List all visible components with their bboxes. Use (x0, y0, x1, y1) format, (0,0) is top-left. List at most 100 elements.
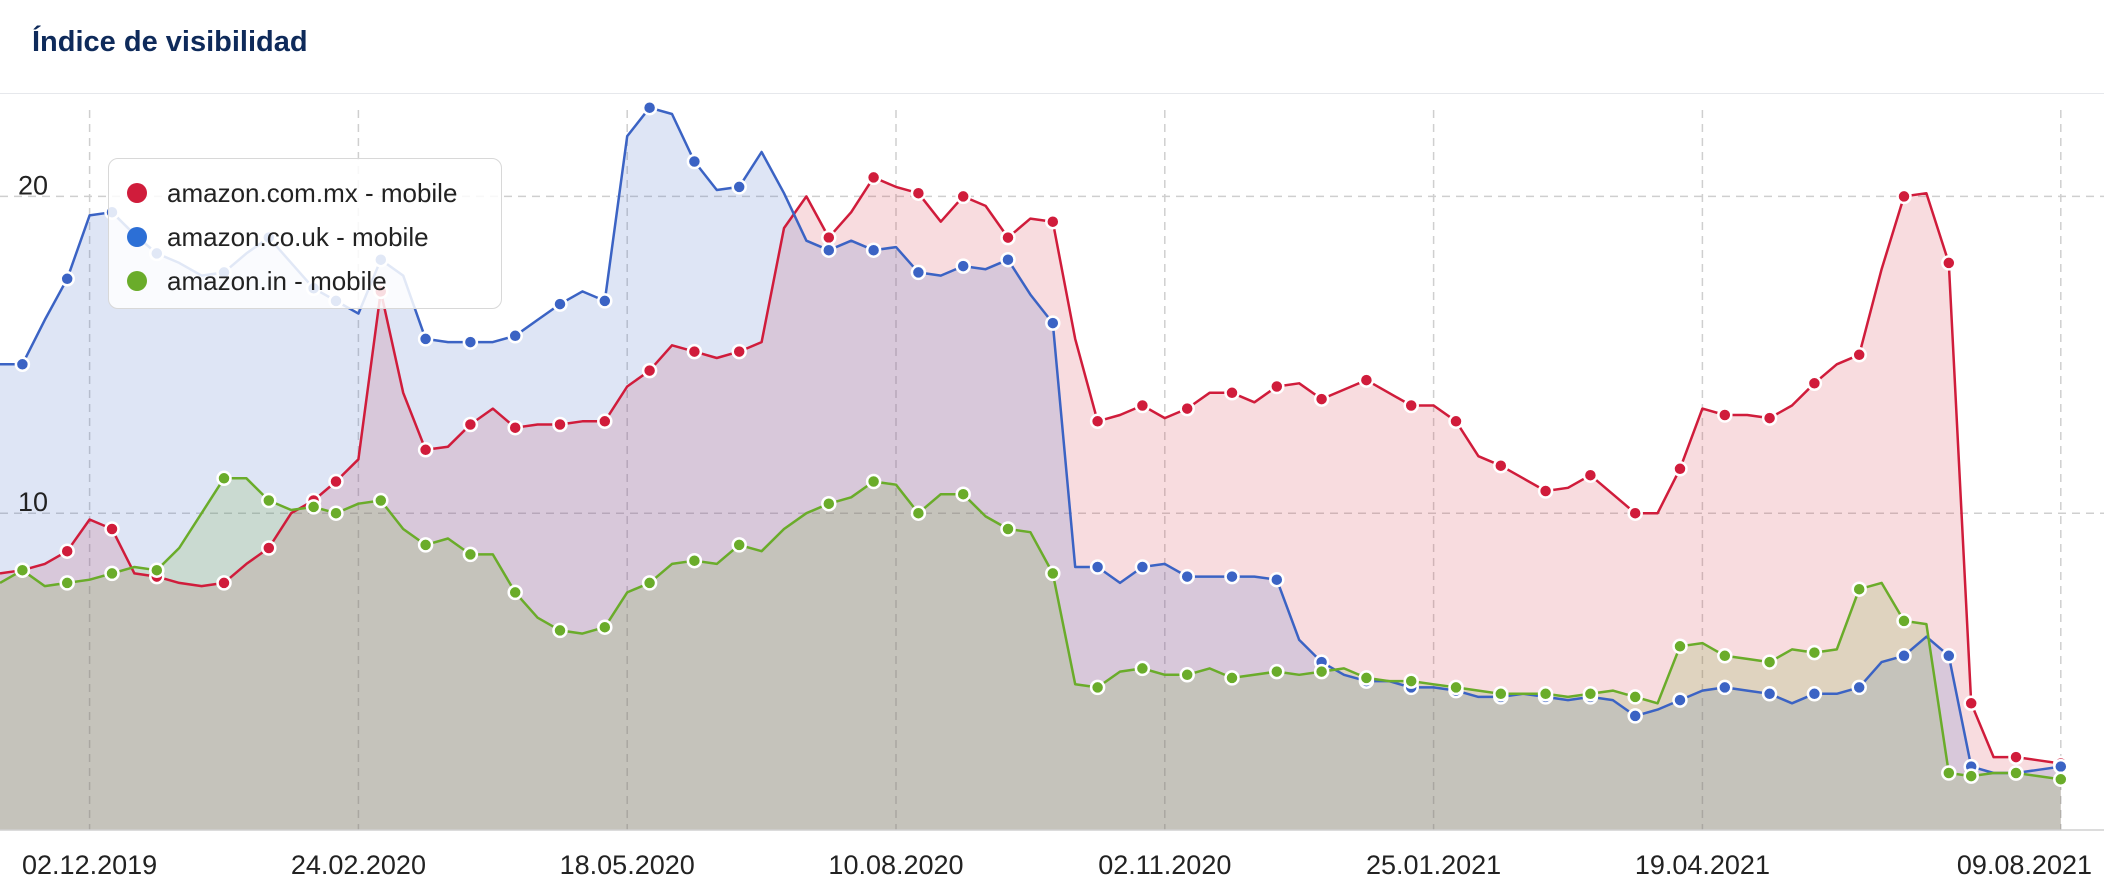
point-mx[interactable] (1717, 407, 1733, 423)
point-in[interactable] (821, 495, 837, 512)
point-mx[interactable] (1179, 400, 1195, 417)
point-in[interactable] (1896, 613, 1912, 629)
point-in[interactable] (865, 473, 882, 490)
point-mx[interactable] (1851, 347, 1867, 363)
point-in[interactable] (417, 537, 434, 553)
point-mx[interactable] (328, 473, 344, 490)
point-in[interactable] (1941, 765, 1957, 781)
point-in[interactable] (2053, 771, 2069, 788)
point-in[interactable] (59, 575, 75, 591)
point-in[interactable] (1582, 686, 1599, 702)
point-uk[interactable] (14, 356, 31, 373)
legend-item-in[interactable]: amazon.in - mobile (127, 259, 501, 303)
point-in[interactable] (1224, 670, 1240, 686)
point-uk[interactable] (1269, 571, 1285, 588)
point-mx[interactable] (1806, 375, 1823, 392)
point-mx[interactable] (1224, 385, 1240, 401)
point-in[interactable] (1963, 768, 1979, 784)
point-mx[interactable] (821, 229, 837, 246)
point-mx[interactable] (1045, 213, 1061, 230)
point-uk[interactable] (641, 99, 658, 116)
point-in[interactable] (1627, 689, 1643, 705)
point-uk[interactable] (865, 242, 882, 258)
point-uk[interactable] (1806, 686, 1823, 702)
point-mx[interactable] (1537, 483, 1554, 499)
point-uk[interactable] (1761, 686, 1778, 702)
point-in[interactable] (1493, 686, 1509, 702)
legend-item-mx[interactable]: amazon.com.mx - mobile (127, 171, 501, 215)
point-mx[interactable] (865, 169, 882, 186)
point-uk[interactable] (1627, 708, 1643, 724)
legend-item-uk[interactable]: amazon.co.uk - mobile (127, 215, 501, 259)
point-mx[interactable] (462, 416, 479, 433)
point-mx[interactable] (1134, 397, 1151, 414)
point-mx[interactable] (1941, 255, 1957, 271)
point-mx[interactable] (216, 575, 232, 591)
point-uk[interactable] (910, 264, 927, 281)
point-mx[interactable] (597, 413, 613, 430)
point-mx[interactable] (1627, 505, 1643, 521)
point-in[interactable] (597, 619, 613, 635)
point-in[interactable] (1313, 663, 1330, 680)
point-mx[interactable] (1358, 372, 1375, 388)
point-mx[interactable] (552, 416, 568, 433)
point-uk[interactable] (1672, 692, 1688, 708)
point-in[interactable] (507, 584, 523, 601)
point-uk[interactable] (1089, 559, 1106, 575)
point-in[interactable] (1045, 565, 1061, 582)
point-in[interactable] (1134, 660, 1151, 677)
point-mx[interactable] (910, 185, 927, 201)
point-mx[interactable] (1403, 397, 1419, 414)
point-in[interactable] (1761, 654, 1778, 670)
point-mx[interactable] (507, 419, 523, 436)
point-mx[interactable] (731, 343, 747, 360)
point-in[interactable] (1806, 644, 1823, 661)
point-mx[interactable] (59, 543, 75, 559)
point-uk[interactable] (1179, 568, 1195, 585)
point-uk[interactable] (417, 331, 434, 347)
point-in[interactable] (1000, 521, 1016, 537)
point-mx[interactable] (1493, 457, 1509, 474)
point-in[interactable] (14, 562, 31, 578)
point-in[interactable] (1717, 648, 1733, 664)
point-uk[interactable] (955, 258, 971, 274)
point-in[interactable] (328, 505, 344, 521)
point-uk[interactable] (731, 179, 747, 195)
point-in[interactable] (1358, 670, 1375, 686)
point-uk[interactable] (1134, 559, 1151, 575)
point-uk[interactable] (1224, 568, 1240, 585)
point-mx[interactable] (1963, 695, 1979, 712)
point-in[interactable] (373, 492, 389, 509)
point-in[interactable] (910, 505, 927, 521)
point-in[interactable] (1672, 638, 1688, 655)
point-in[interactable] (686, 552, 703, 569)
point-uk[interactable] (686, 153, 703, 170)
point-uk[interactable] (1717, 679, 1733, 696)
point-in[interactable] (104, 565, 120, 582)
point-in[interactable] (305, 499, 322, 515)
point-in[interactable] (641, 575, 658, 591)
point-uk[interactable] (597, 293, 613, 309)
point-uk[interactable] (821, 242, 837, 258)
point-uk[interactable] (552, 296, 568, 312)
point-mx[interactable] (1896, 188, 1912, 205)
point-uk[interactable] (59, 271, 75, 287)
point-in[interactable] (552, 622, 568, 639)
point-uk[interactable] (1941, 648, 1957, 664)
point-mx[interactable] (1582, 467, 1599, 483)
point-in[interactable] (1269, 663, 1285, 680)
point-mx[interactable] (686, 343, 703, 360)
point-in[interactable] (955, 486, 971, 502)
point-in[interactable] (149, 562, 165, 578)
point-in[interactable] (731, 537, 747, 553)
point-mx[interactable] (1313, 391, 1330, 407)
point-in[interactable] (1448, 679, 1464, 696)
point-mx[interactable] (1089, 413, 1106, 430)
point-in[interactable] (1537, 686, 1554, 702)
point-mx[interactable] (1000, 229, 1016, 246)
point-in[interactable] (2008, 765, 2024, 781)
point-mx[interactable] (1672, 461, 1688, 477)
point-in[interactable] (216, 470, 232, 487)
point-uk[interactable] (1851, 679, 1867, 696)
point-in[interactable] (1851, 581, 1867, 597)
